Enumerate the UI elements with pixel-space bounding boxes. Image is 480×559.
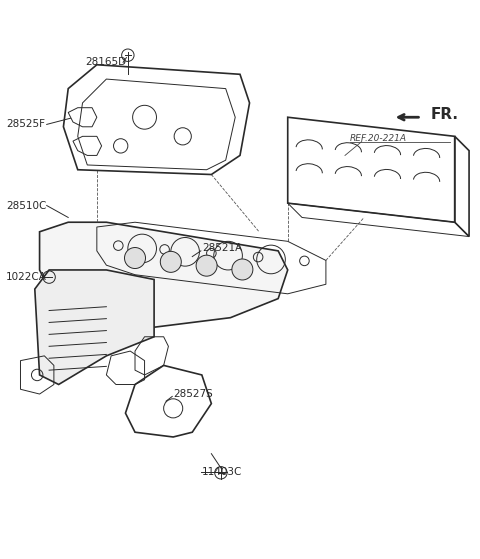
Text: 28510C: 28510C bbox=[6, 201, 47, 211]
Polygon shape bbox=[39, 222, 288, 327]
Circle shape bbox=[160, 252, 181, 272]
Circle shape bbox=[232, 259, 253, 280]
Text: 28521A: 28521A bbox=[202, 244, 242, 253]
Circle shape bbox=[196, 255, 217, 276]
Text: 1022CA: 1022CA bbox=[6, 272, 47, 282]
Circle shape bbox=[124, 248, 145, 268]
Text: 28165D: 28165D bbox=[85, 58, 126, 68]
Polygon shape bbox=[35, 270, 154, 385]
Text: 28527S: 28527S bbox=[173, 389, 213, 399]
Text: 11403C: 11403C bbox=[202, 467, 242, 477]
Text: FR.: FR. bbox=[431, 107, 459, 122]
Text: REF.20-221A: REF.20-221A bbox=[350, 134, 407, 143]
Text: 28525F: 28525F bbox=[6, 120, 45, 129]
